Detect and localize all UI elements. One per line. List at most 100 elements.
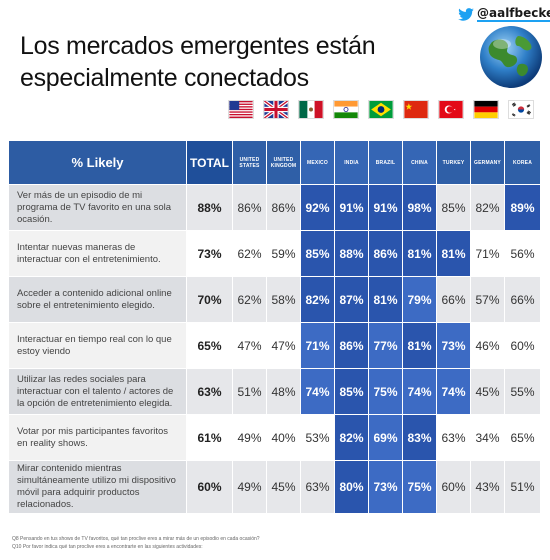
value-cell: 73% [436, 322, 471, 369]
value-cell: 89% [504, 184, 541, 231]
total-cell: 73% [186, 230, 233, 277]
value-cell: 48% [266, 368, 301, 415]
column-header-country: INDIA [334, 140, 369, 185]
table-body: Ver más de un episodio de mi programa de… [8, 184, 541, 514]
value-cell: 40% [266, 414, 301, 461]
footnote: Q8 Pensando en tus shows de TV favoritos… [12, 535, 532, 551]
table-row: Mirar contenido mientras simultáneamente… [8, 460, 541, 514]
value-cell: 86% [266, 184, 301, 231]
value-cell: 47% [232, 322, 267, 369]
value-cell: 85% [334, 368, 369, 415]
table-row: Votar por mis participantes favoritos en… [8, 414, 541, 461]
value-cell: 34% [470, 414, 505, 461]
value-cell: 66% [504, 276, 541, 323]
value-cell: 69% [368, 414, 403, 461]
footnote-line-2: Q10 Por favor indica qué tan proclive er… [12, 544, 203, 550]
value-cell: 74% [436, 368, 471, 415]
value-cell: 71% [300, 322, 335, 369]
us-flag-icon [228, 100, 254, 119]
germany-flag-icon [473, 100, 499, 119]
table-row: Intentar nuevas maneras de interactuar c… [8, 230, 541, 277]
value-cell: 92% [300, 184, 335, 231]
footnote-line-1: Q8 Pensando en tus shows de TV favoritos… [12, 536, 260, 542]
row-label: Ver más de un episodio de mi programa de… [8, 184, 187, 231]
value-cell: 75% [402, 460, 437, 514]
value-cell: 49% [232, 414, 267, 461]
row-label: Mirar contenido mientras simultáneamente… [8, 460, 187, 514]
value-cell: 81% [402, 322, 437, 369]
country-flags [228, 100, 534, 119]
value-cell: 91% [334, 184, 369, 231]
value-cell: 91% [368, 184, 403, 231]
total-cell: 63% [186, 368, 233, 415]
value-cell: 74% [300, 368, 335, 415]
turkey-flag-icon [438, 100, 464, 119]
value-cell: 46% [470, 322, 505, 369]
total-cell: 70% [186, 276, 233, 323]
value-cell: 81% [402, 230, 437, 277]
value-cell: 82% [300, 276, 335, 323]
table-row: Ver más de un episodio de mi programa de… [8, 184, 541, 231]
row-label: Acceder a contenido adicional online sob… [8, 276, 187, 323]
total-cell: 61% [186, 414, 233, 461]
value-cell: 65% [504, 414, 541, 461]
twitter-handle[interactable]: @aalfbecker [477, 6, 550, 22]
value-cell: 98% [402, 184, 437, 231]
value-cell: 66% [436, 276, 471, 323]
column-header-country: CHINA [402, 140, 437, 185]
globe-icon [480, 26, 542, 88]
mexico-flag-icon [298, 100, 324, 119]
value-cell: 85% [300, 230, 335, 277]
value-cell: 81% [436, 230, 471, 277]
value-cell: 81% [368, 276, 403, 323]
value-cell: 60% [504, 322, 541, 369]
page-title: Los mercados emergentes están especialme… [20, 30, 440, 94]
value-cell: 71% [470, 230, 505, 277]
column-header-country: UNITED KINGDOM [266, 140, 301, 185]
row-label: Interactuar en tiempo real con lo que es… [8, 322, 187, 369]
table-row: Acceder a contenido adicional online sob… [8, 276, 541, 323]
korea-flag-icon [508, 100, 534, 119]
column-header-country: BRAZIL [368, 140, 403, 185]
column-header-country: KOREA [504, 140, 541, 185]
value-cell: 85% [436, 184, 471, 231]
china-flag-icon [403, 100, 429, 119]
column-header-country: UNITED STATES [232, 140, 267, 185]
column-header-country: TURKEY [436, 140, 471, 185]
value-cell: 51% [504, 460, 541, 514]
value-cell: 62% [232, 230, 267, 277]
title-line-1: Los mercados emergentes están [20, 32, 376, 60]
value-cell: 53% [300, 414, 335, 461]
total-cell: 60% [186, 460, 233, 514]
value-cell: 75% [368, 368, 403, 415]
value-cell: 47% [266, 322, 301, 369]
value-cell: 62% [232, 276, 267, 323]
value-cell: 73% [368, 460, 403, 514]
likelihood-table: % Likely TOTAL UNITED STATES UNITED KING… [8, 140, 541, 514]
value-cell: 59% [266, 230, 301, 277]
value-cell: 82% [470, 184, 505, 231]
value-cell: 55% [504, 368, 541, 415]
total-cell: 88% [186, 184, 233, 231]
table-header-row: % Likely TOTAL UNITED STATES UNITED KING… [8, 140, 541, 185]
value-cell: 82% [334, 414, 369, 461]
twitter-bird-icon [458, 7, 474, 21]
twitter-handle-block: @aalfbecker [458, 6, 550, 22]
column-header-country: GERMANY [470, 140, 505, 185]
india-flag-icon [333, 100, 359, 119]
value-cell: 58% [266, 276, 301, 323]
title-line-2: especialmente conectados [20, 64, 309, 92]
value-cell: 45% [470, 368, 505, 415]
column-header-country: MEXICO [300, 140, 335, 185]
total-cell: 65% [186, 322, 233, 369]
value-cell: 60% [436, 460, 471, 514]
value-cell: 83% [402, 414, 437, 461]
value-cell: 86% [334, 322, 369, 369]
value-cell: 63% [436, 414, 471, 461]
value-cell: 63% [300, 460, 335, 514]
value-cell: 80% [334, 460, 369, 514]
table-row: Interactuar en tiempo real con lo que es… [8, 322, 541, 369]
value-cell: 86% [368, 230, 403, 277]
column-header-likely: % Likely [8, 140, 187, 185]
row-label: Utilizar las redes sociales para interac… [8, 368, 187, 415]
